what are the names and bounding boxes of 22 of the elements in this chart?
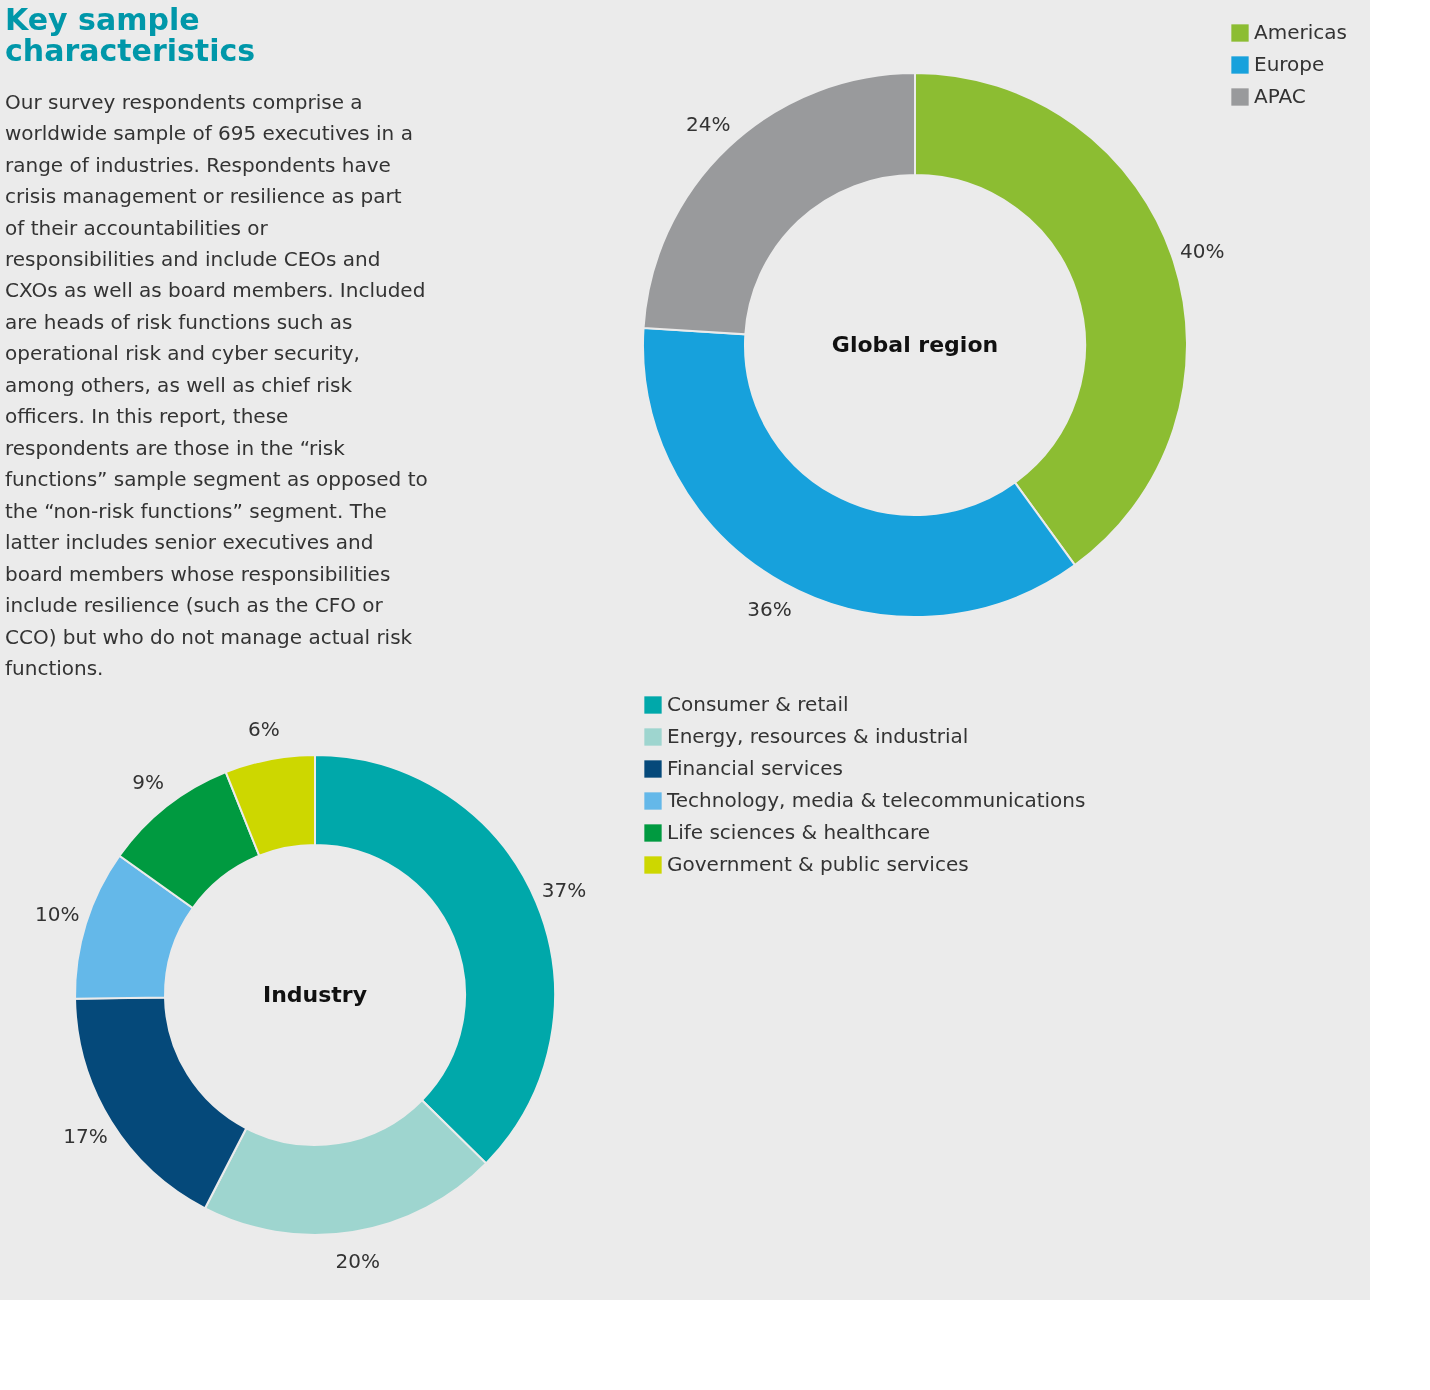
- data-label: 40%: [1179, 238, 1225, 263]
- legend-label: APAC: [1254, 84, 1306, 108]
- text: Industry: [262, 982, 368, 1007]
- data-label: 17%: [63, 1124, 108, 1149]
- legend-label: Government & public services: [667, 852, 969, 876]
- legend-label: Technology, media & telecommunications: [666, 788, 1086, 812]
- text: Our survey respondents comprise a worldwide sample of 695 executives in a range of industries. Respondents have crisis management or resilience as part of their accountabilities or responsibilities and include CEOs and CXOs as well as board members. Included are heads of risk functions such as operational risk and cyber security, among others, as well as chief risk officers. In this report, these respondents are those in the “risk functions” sample segment as opposed to the “non-risk functions” segment. The latter includes senior executives and board members whose responsibilities include resilience (such as the CFO or CCO) but who do not manage actual risk functions.: [5, 89, 428, 681]
- data-label: 37%: [541, 877, 587, 902]
- legend-label: Europe: [1254, 52, 1325, 76]
- data-label: 20%: [335, 1248, 380, 1273]
- data-label: 6%: [248, 716, 280, 741]
- legend-label: Life sciences & healthcare: [667, 820, 931, 844]
- data-label: 9%: [132, 769, 164, 794]
- legend-label: Consumer & retail: [667, 692, 849, 716]
- data-label: 36%: [747, 596, 792, 621]
- legend-label: Energy, resources & industrial: [667, 724, 969, 748]
- text: Global region: [831, 332, 999, 357]
- legend-label: Americas: [1254, 20, 1347, 44]
- legend-label: Financial services: [667, 756, 843, 780]
- data-label: 10%: [34, 901, 80, 926]
- data-label: 24%: [686, 111, 731, 136]
- text: Key sample characteristics: [5, 1, 256, 69]
